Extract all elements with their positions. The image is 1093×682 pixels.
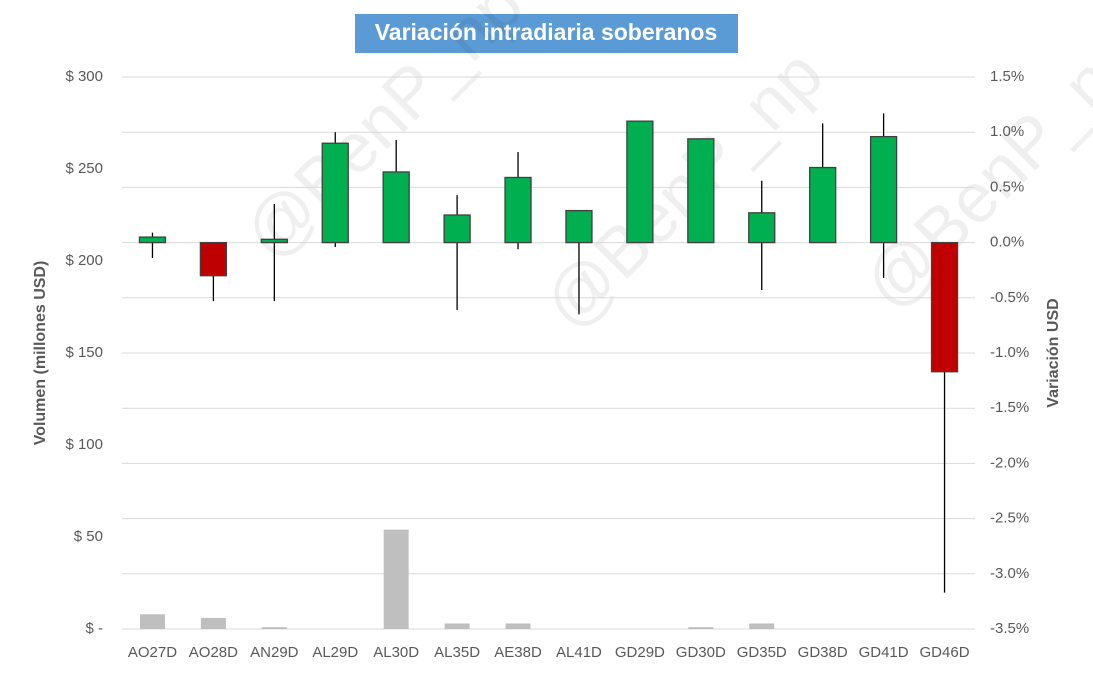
- y-tick-label: $ 150: [65, 344, 103, 361]
- y-tick-label: $ 200: [65, 252, 103, 269]
- y2-tick-label: 0.0%: [990, 234, 1024, 251]
- x-tick-label: AE38D: [494, 644, 542, 661]
- y2-tick-label: 1.5%: [990, 68, 1024, 85]
- volume-bar: [505, 623, 531, 629]
- candle-body: [321, 142, 349, 244]
- x-tick-label: AO28D: [189, 644, 238, 661]
- x-tick-label: AO27D: [128, 644, 177, 661]
- title-box: [355, 14, 738, 53]
- x-tick-label: AL41D: [556, 644, 602, 661]
- y-tick-label: $ -: [85, 620, 103, 637]
- candle-body: [869, 135, 898, 244]
- y2-tick-label: -1.5%: [990, 399, 1029, 416]
- x-tick-label: GD46D: [920, 644, 970, 661]
- volume-bar: [200, 617, 226, 629]
- volume-bar: [749, 623, 775, 629]
- x-tick-label: GD38D: [798, 644, 848, 661]
- volume-bar: [444, 623, 470, 629]
- chart-title: Variación intradiaria soberanos: [375, 19, 718, 45]
- x-tick-label: AL30D: [373, 644, 419, 661]
- x-tick-label: GD29D: [615, 644, 665, 661]
- y-axis-label: Volumen (millones USD): [32, 261, 49, 446]
- y-tick-label: $ 100: [65, 436, 103, 453]
- candle-body: [443, 214, 471, 244]
- candle-body: [138, 236, 167, 244]
- volume-bar: [688, 627, 714, 629]
- candle-body: [565, 209, 593, 244]
- y2-tick-label: -2.0%: [990, 454, 1029, 471]
- x-tick-label: AL35D: [434, 644, 480, 661]
- candle-body: [930, 241, 959, 373]
- volume-bar: [383, 529, 409, 629]
- y2-tick-label: -3.5%: [990, 620, 1029, 637]
- y2-tick-label: -1.0%: [990, 344, 1029, 361]
- volume-bar: [139, 614, 165, 629]
- y2-tick-label: 1.0%: [990, 123, 1024, 140]
- candle-body: [260, 238, 288, 244]
- x-tick-label: AN29D: [250, 644, 299, 661]
- y-tick-label: $ 250: [65, 160, 103, 177]
- y-tick-label: $ 300: [65, 68, 103, 85]
- x-tick-label: GD41D: [859, 644, 909, 661]
- y2-axis-label: Variación USD: [1045, 298, 1062, 407]
- volume-bar: [261, 627, 287, 629]
- y-tick-label: $ 50: [74, 528, 103, 545]
- candle-body: [504, 176, 532, 244]
- y2-tick-label: -0.5%: [990, 289, 1029, 306]
- y2-tick-label: -2.5%: [990, 510, 1029, 527]
- x-tick-label: GD30D: [676, 644, 726, 661]
- candle-body: [809, 166, 837, 244]
- y2-tick-label: 0.5%: [990, 178, 1024, 195]
- candle-body: [199, 241, 228, 277]
- y2-tick-label: -3.0%: [990, 565, 1029, 582]
- candle-body: [687, 138, 715, 244]
- candle-body: [748, 212, 776, 244]
- x-tick-label: GD35D: [737, 644, 787, 661]
- candle-body: [382, 171, 410, 244]
- candle-body: [626, 120, 654, 244]
- x-tick-label: AL29D: [312, 644, 358, 661]
